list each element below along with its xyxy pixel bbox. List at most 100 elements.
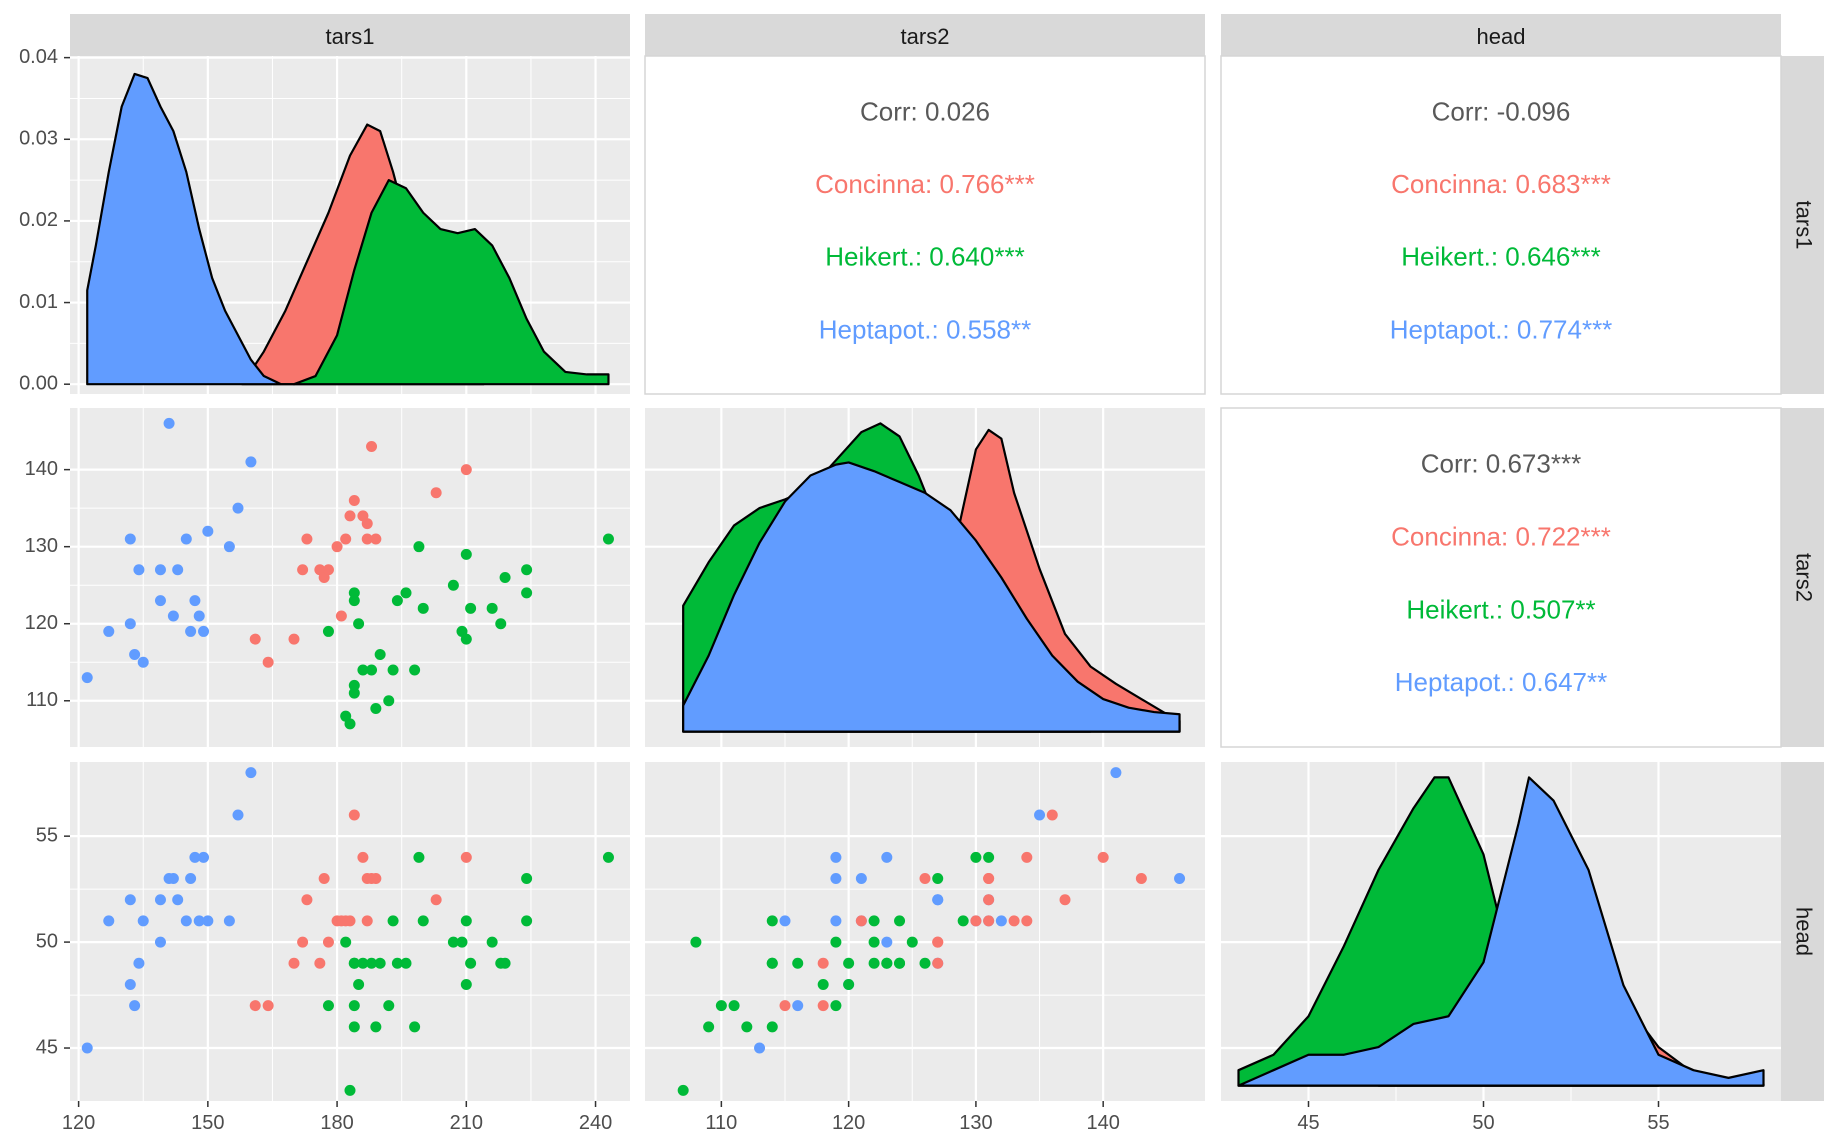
point-concinna	[779, 1000, 791, 1012]
point-concinna	[430, 894, 442, 906]
point-heikert	[353, 618, 365, 630]
point-heikert	[447, 936, 459, 948]
point-heikert	[983, 851, 995, 863]
point-heptapot	[1174, 873, 1186, 885]
point-heikert	[383, 1000, 395, 1012]
point-heptapot	[193, 915, 205, 927]
point-heikert	[486, 936, 498, 948]
point-concinna	[1059, 894, 1071, 906]
point-concinna	[322, 564, 334, 576]
point-heikert	[521, 873, 533, 885]
point-heptapot	[881, 936, 893, 948]
point-heptapot	[180, 533, 192, 545]
strip-right-label-tars2: tars2	[1792, 553, 1817, 602]
point-heptapot	[124, 533, 136, 545]
point-heptapot	[202, 525, 214, 537]
point-heikert	[715, 1000, 727, 1012]
corr-text-heptapot: Heptapot.: 0.774***	[1390, 314, 1613, 344]
point-heikert	[602, 851, 614, 863]
point-heikert	[456, 936, 468, 948]
x-tick-label: 150	[191, 1112, 224, 1134]
point-heptapot	[167, 873, 179, 885]
point-heptapot	[133, 564, 145, 576]
strip-top-label-tars1: tars1	[326, 24, 375, 49]
point-heikert	[703, 1021, 715, 1033]
point-heikert	[344, 1084, 356, 1096]
density-tars1-heptapot	[86, 72, 296, 386]
point-concinna	[288, 957, 300, 969]
point-concinna	[249, 1000, 261, 1012]
point-concinna	[366, 441, 378, 453]
x-tick-label: 45	[1297, 1112, 1319, 1134]
point-heikert	[460, 633, 472, 645]
corr-text-concinna: Concinna: 0.683***	[1391, 169, 1611, 199]
point-heikert	[400, 957, 412, 969]
point-heikert	[417, 602, 429, 614]
point-heikert	[741, 1021, 753, 1033]
point-heptapot	[754, 1042, 766, 1054]
y-tick-label: 50	[36, 930, 58, 952]
point-concinna	[340, 915, 352, 927]
point-concinna	[322, 936, 334, 948]
point-concinna	[262, 656, 274, 668]
point-heikert	[728, 1000, 740, 1012]
corr-text-overall: Corr: -0.096	[1432, 96, 1571, 126]
point-heikert	[460, 548, 472, 560]
point-concinna	[1021, 851, 1033, 863]
point-concinna	[970, 915, 982, 927]
point-heptapot	[1110, 767, 1122, 779]
point-heikert	[348, 957, 360, 969]
point-concinna	[361, 873, 373, 885]
point-concinna	[460, 851, 472, 863]
x-tick-label: 120	[832, 1112, 865, 1134]
point-heptapot	[81, 672, 93, 684]
point-heptapot	[154, 564, 166, 576]
point-heptapot	[202, 915, 214, 927]
point-heikert	[830, 1000, 842, 1012]
point-heikert	[413, 541, 425, 553]
point-heptapot	[830, 915, 842, 927]
point-heikert	[383, 695, 395, 707]
point-heikert	[957, 915, 969, 927]
point-heikert	[357, 957, 369, 969]
point-heikert	[843, 978, 855, 990]
point-heptapot	[172, 894, 184, 906]
point-heikert	[460, 978, 472, 990]
x-tick-label: 140	[1086, 1112, 1119, 1134]
point-heptapot	[124, 618, 136, 630]
point-heikert	[906, 936, 918, 948]
y-tick-label: 0.03	[19, 128, 58, 150]
point-heikert	[400, 587, 412, 599]
point-heikert	[894, 957, 906, 969]
strip-top-label-tars2: tars2	[901, 24, 950, 49]
point-heikert	[387, 664, 399, 676]
point-heikert	[970, 851, 982, 863]
point-concinna	[983, 873, 995, 885]
point-heikert	[370, 1021, 382, 1033]
point-heptapot	[124, 894, 136, 906]
x-tick-label: 240	[579, 1112, 612, 1134]
density-panel-tars2	[645, 408, 1205, 747]
point-concinna	[297, 936, 309, 948]
corr-text-heikert: Heikert.: 0.640***	[825, 242, 1024, 272]
point-heikert	[499, 957, 511, 969]
point-concinna	[932, 936, 944, 948]
point-heptapot	[932, 894, 944, 906]
density-panel-tars1	[70, 56, 630, 394]
point-heptapot	[830, 873, 842, 885]
point-heptapot	[154, 936, 166, 948]
point-heikert	[830, 936, 842, 948]
point-heptapot	[137, 915, 149, 927]
x-tick-label: 130	[959, 1112, 992, 1134]
point-heptapot	[995, 915, 1007, 927]
point-concinna	[361, 518, 373, 530]
y-tick-label: 45	[36, 1036, 58, 1058]
point-heikert	[486, 602, 498, 614]
corr-text-concinna: Concinna: 0.766***	[815, 169, 1035, 199]
point-heikert	[465, 957, 477, 969]
corr-panel-bg	[644, 55, 1206, 395]
point-heikert	[353, 978, 365, 990]
point-heikert	[322, 1000, 334, 1012]
corr-text-overall: Corr: 0.026	[860, 96, 990, 126]
